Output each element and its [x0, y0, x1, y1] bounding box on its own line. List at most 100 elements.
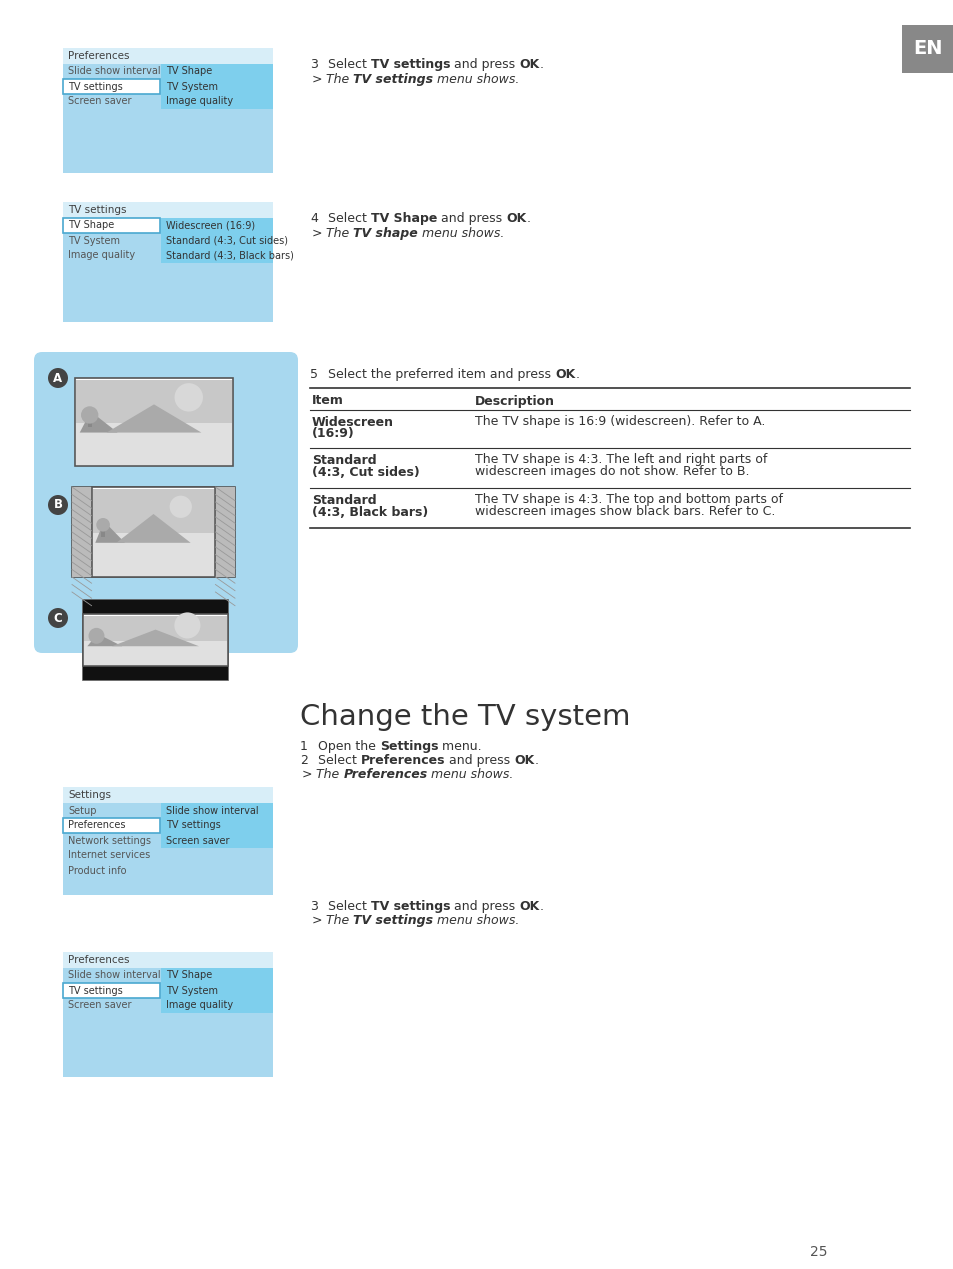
Bar	[63, 202, 273, 322]
Text: >: >	[312, 74, 322, 86]
Text: Settings: Settings	[68, 791, 111, 799]
Text: menu shows.: menu shows.	[433, 914, 519, 926]
Bar	[63, 94, 159, 109]
Circle shape	[89, 628, 104, 643]
Text: The TV shape is 16:9 (widescreen). Refer to A.: The TV shape is 16:9 (widescreen). Refer…	[475, 415, 764, 429]
Text: The: The	[326, 914, 353, 926]
Text: TV settings: TV settings	[166, 821, 220, 830]
Text: TV Shape: TV Shape	[371, 212, 436, 225]
Text: .: .	[575, 368, 578, 381]
Text: (16:9): (16:9)	[312, 428, 355, 440]
Bar	[160, 968, 273, 983]
Polygon shape	[107, 405, 201, 433]
Text: TV settings: TV settings	[371, 58, 450, 71]
Text: Slide show interval: Slide show interval	[166, 806, 258, 816]
Polygon shape	[80, 411, 117, 433]
Bar	[63, 952, 273, 1077]
Bar	[63, 218, 159, 233]
Text: TV settings: TV settings	[68, 81, 123, 91]
Text: Preferences: Preferences	[68, 51, 130, 61]
Text: >: >	[312, 914, 322, 926]
Bar	[160, 233, 273, 247]
Text: A: A	[53, 372, 63, 385]
Bar	[75, 378, 233, 466]
Polygon shape	[116, 514, 191, 543]
Bar	[160, 832, 273, 848]
Text: TV System: TV System	[166, 81, 217, 91]
Text: .: .	[526, 212, 530, 225]
Text: 4: 4	[310, 212, 317, 225]
Text: Network settings: Network settings	[68, 835, 151, 845]
Bar	[160, 218, 273, 233]
Bar	[83, 600, 228, 680]
Text: Change the TV system: Change the TV system	[299, 703, 630, 731]
Text: TV Shape: TV Shape	[166, 971, 212, 981]
Bar	[160, 983, 273, 997]
Text: >: >	[302, 768, 313, 780]
Text: and press: and press	[450, 58, 519, 71]
Text: TV Shape: TV Shape	[166, 66, 212, 76]
Bar	[63, 48, 273, 173]
Text: and press: and press	[445, 754, 514, 766]
Text: Image quality: Image quality	[68, 250, 135, 260]
Text: OK: OK	[514, 754, 535, 766]
Bar	[63, 832, 159, 848]
Text: and press: and press	[450, 900, 519, 912]
Bar	[63, 983, 159, 997]
Circle shape	[96, 518, 110, 532]
Bar	[63, 968, 159, 983]
Bar	[63, 247, 159, 263]
Text: (4:3, Black bars): (4:3, Black bars)	[312, 505, 428, 519]
Text: Slide show interval: Slide show interval	[68, 66, 160, 76]
Bar	[63, 803, 159, 819]
Text: The: The	[326, 74, 353, 86]
Text: The TV shape is 4:3. The left and right parts of: The TV shape is 4:3. The left and right …	[475, 453, 766, 467]
Bar	[160, 819, 273, 832]
Bar	[63, 863, 159, 878]
Text: Product info: Product info	[68, 865, 127, 876]
Bar	[84, 615, 227, 641]
Text: Setup: Setup	[68, 806, 96, 816]
Text: Select: Select	[328, 900, 371, 912]
Text: Widescreen: Widescreen	[312, 415, 394, 429]
Bar	[63, 48, 273, 63]
Text: Slide show interval: Slide show interval	[68, 971, 160, 981]
Bar	[94, 636, 98, 643]
Circle shape	[48, 495, 68, 515]
Text: TV settings: TV settings	[353, 74, 433, 86]
Polygon shape	[95, 522, 125, 543]
Bar	[91, 487, 215, 577]
Text: TV shape: TV shape	[353, 227, 417, 240]
Text: Screen saver: Screen saver	[68, 1000, 132, 1010]
Bar	[160, 63, 273, 79]
Text: .: .	[539, 58, 543, 71]
Bar	[901, 25, 953, 74]
Bar	[76, 423, 232, 464]
Bar	[63, 819, 159, 832]
Text: EN: EN	[912, 39, 942, 58]
Text: 1: 1	[299, 740, 308, 753]
Bar	[83, 614, 228, 666]
Text: B: B	[53, 499, 63, 511]
Bar	[160, 997, 273, 1013]
Bar	[63, 787, 273, 803]
Text: and press: and press	[436, 212, 506, 225]
Text: OK: OK	[519, 58, 539, 71]
Bar	[160, 803, 273, 819]
Bar	[160, 79, 273, 94]
FancyBboxPatch shape	[34, 352, 297, 654]
Text: TV settings: TV settings	[68, 986, 123, 995]
Bar	[160, 247, 273, 263]
Text: Standard (4:3, Cut sides): Standard (4:3, Cut sides)	[166, 236, 287, 245]
Text: menu shows.: menu shows.	[417, 227, 504, 240]
Bar	[63, 63, 159, 79]
Circle shape	[48, 608, 68, 628]
Bar	[63, 819, 159, 832]
Bar	[63, 233, 159, 247]
Text: Select: Select	[328, 58, 371, 71]
Text: Image quality: Image quality	[166, 1000, 233, 1010]
Text: Screen saver: Screen saver	[166, 835, 229, 845]
Text: TV System: TV System	[68, 236, 120, 245]
Text: TV settings: TV settings	[68, 206, 127, 214]
Text: Open the: Open the	[317, 740, 379, 753]
